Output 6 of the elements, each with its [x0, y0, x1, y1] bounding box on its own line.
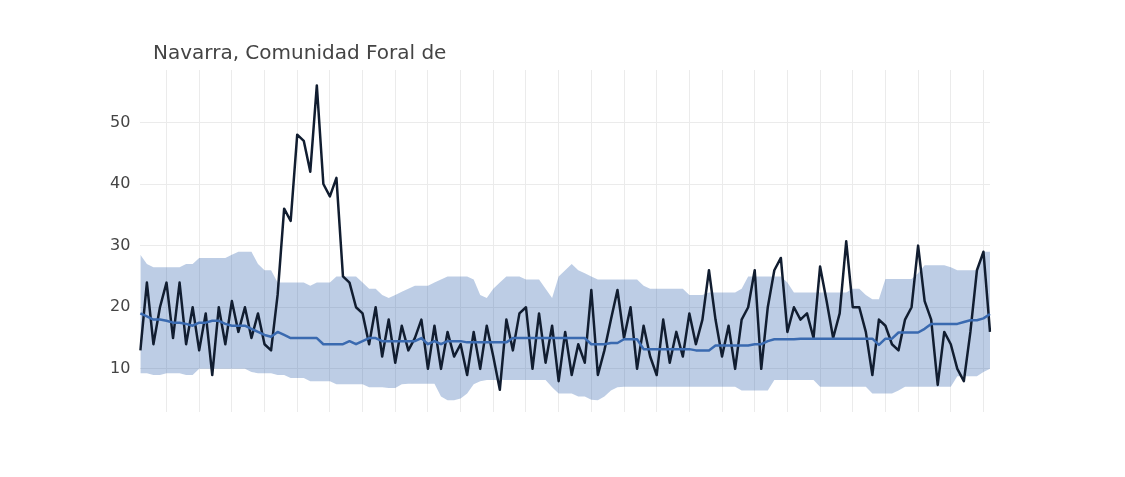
- y-tick-label: 50: [110, 111, 131, 131]
- y-tick-label: 10: [110, 358, 131, 378]
- y-tick-label: 20: [110, 296, 131, 316]
- y-tick-label: 30: [110, 234, 131, 254]
- y-tick-label: 40: [110, 173, 131, 193]
- chart-title: Navarra, Comunidad Foral de: [153, 40, 447, 64]
